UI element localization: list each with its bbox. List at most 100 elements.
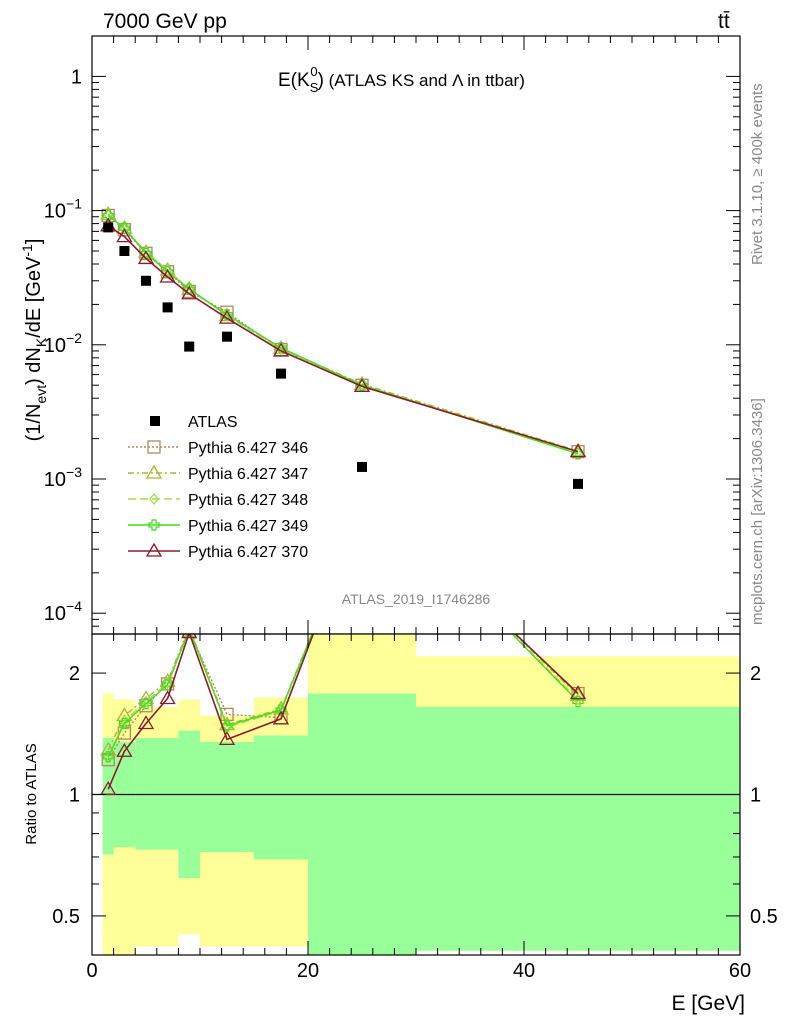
ratio-point: [116, 742, 133, 757]
x-tick-label: 20: [297, 960, 319, 982]
legend-marker: [147, 440, 161, 454]
mcplots-reference-label: mcplots.cern.ch [arXiv:1306.3436]: [749, 398, 766, 625]
uncertainty-band-inner: [254, 735, 308, 860]
ratio-point: [572, 695, 584, 708]
series-point: [183, 283, 195, 295]
ratio-point: [100, 781, 117, 795]
uncertainty-band-inner: [135, 738, 179, 850]
uncertainty-band-inner: [200, 741, 254, 853]
ratio-y-tick-label-right: 0.5: [750, 906, 778, 928]
series-point: [222, 309, 232, 322]
header-left-label: 7000 GeV pp: [103, 10, 227, 33]
ratio-point: [276, 705, 286, 718]
main-panel: 1 10−1 10−2 10−3 10−4 E(KS0) (ATLAS KS and Λ…: [19, 35, 741, 635]
ratio-point: [139, 699, 153, 713]
series-line-Pythia-6427-348: [107, 214, 579, 454]
ratio-point: [569, 685, 587, 700]
ratio-point: [569, 687, 587, 702]
series-point: [275, 342, 287, 354]
ratio-point: [182, 634, 196, 638]
ratio-point: [101, 753, 115, 767]
y-tick-label: 10−4: [44, 598, 82, 625]
x-tick-label: 40: [513, 960, 535, 982]
series-point: [272, 342, 290, 357]
y-tick-label: 10−3: [44, 464, 82, 491]
uncertainty-band-inner: [178, 730, 200, 879]
y-tick-label: 10−1: [44, 196, 82, 223]
atlas-data-point: [573, 478, 583, 489]
ratio-point: [159, 672, 176, 687]
ratio-point: [118, 717, 130, 730]
x-tick-label: 0: [86, 960, 97, 982]
uncertainty-band-inner: [416, 706, 740, 951]
ratio-point: [181, 634, 198, 639]
legend-label: Pythia 6.427 348: [188, 492, 308, 509]
series-point: [181, 285, 198, 300]
ratio-line: [107, 634, 315, 790]
atlas-data-point: [103, 222, 114, 233]
series-point: [569, 443, 587, 458]
ratio-point: [162, 676, 173, 690]
series-line-Pythia-6427-370: [107, 225, 579, 453]
x-axis-label: E [GeV]: [671, 992, 745, 1015]
series-point: [119, 222, 130, 235]
atlas-data-point: [162, 302, 173, 313]
ratio-point: [141, 695, 151, 708]
ratio-y-tick-label: 2: [69, 663, 80, 685]
atlas-data-point: [357, 461, 367, 472]
series-point: [218, 309, 236, 324]
uncertainty-band-inner: [308, 693, 416, 955]
ratio-point: [186, 634, 192, 635]
atlas-data-point: [276, 368, 286, 379]
legend-label: ATLAS: [188, 414, 238, 431]
ratio-y-tick-label-right: 2: [750, 663, 761, 685]
ratio-y-tick-label-right: 1: [750, 785, 761, 807]
legend-marker: [145, 464, 163, 479]
uncertainty-band-inner: [102, 738, 114, 855]
legend-marker: [150, 416, 160, 426]
ratio-y-tick-label: 1: [69, 785, 80, 807]
main-y-axis-label: (1/Nevt) dNK/dE [GeV-1]: [19, 239, 49, 442]
series-line-Pythia-6427-347: [107, 213, 579, 452]
ratio-point: [137, 715, 155, 730]
series-point: [159, 268, 176, 283]
ratio-point: [272, 710, 290, 725]
ratio-series-group: [100, 620, 587, 795]
atlas-data-point: [141, 275, 151, 286]
chart-title: E(KS0) (ATLAS KS and Λ in ttbar): [278, 64, 525, 95]
series-point: [140, 247, 152, 259]
atlas-data-point: [184, 341, 195, 352]
ratio-point: [159, 690, 176, 705]
analysis-watermark: ATLAS_2019_I1746286: [342, 591, 491, 607]
legend-marker: [149, 492, 159, 506]
series-line-Pythia-6427-346: [107, 214, 579, 453]
legend: ATLAS Pythia 6.427 346 Pythia 6.427 347 Pyt…: [128, 414, 308, 561]
legend-label: Pythia 6.427 346: [188, 440, 308, 457]
ratio-point: [182, 620, 196, 632]
legend-marker: [145, 542, 163, 557]
series-point: [353, 378, 371, 393]
ratio-y-axis-label: Ratio to ATLAS: [23, 743, 40, 844]
atlas-data-point: [222, 331, 232, 342]
ratio-point: [218, 731, 236, 746]
legend-label: Pythia 6.427 347: [188, 466, 308, 483]
series-point: [162, 264, 173, 277]
ratio-point: [140, 698, 152, 710]
legend-label: Pythia 6.427 349: [188, 518, 308, 535]
series-point: [116, 228, 133, 243]
ratio-point: [119, 715, 130, 728]
ratio-point: [188, 634, 190, 635]
legend-label: Pythia 6.427 370: [188, 544, 308, 561]
atlas-data-point: [119, 246, 130, 257]
ratio-point: [102, 751, 114, 763]
series-line-Pythia-6427-349: [107, 214, 579, 455]
series-point: [102, 209, 114, 222]
header-right-label: tt̄: [718, 10, 730, 33]
ratio-y-tick-label: 0.5: [52, 906, 80, 928]
y-tick-label: 1: [71, 66, 82, 88]
series-point: [572, 448, 584, 460]
ratio-panel: 2 2 1 1 0.5 0.5 0 20 40 60 Ratio to ATLAS E [GeV]: [23, 620, 778, 1015]
rivet-version-label: Rivet 3.1.10, ≥ 400k events: [749, 83, 766, 265]
y-tick-label: 10−2: [44, 330, 82, 357]
